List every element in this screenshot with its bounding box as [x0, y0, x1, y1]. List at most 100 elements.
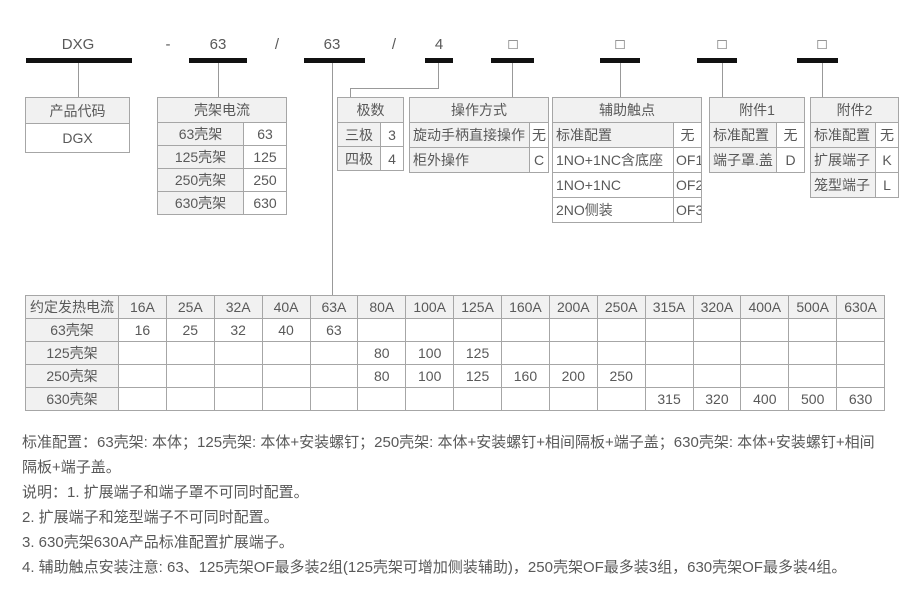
table-title: 壳架电流 — [157, 97, 287, 123]
table-cell — [692, 364, 742, 388]
connector-line — [822, 63, 823, 97]
table-cell: 320A — [692, 295, 742, 319]
operation-mode-table: 操作方式 旋动手柄直接操作无柜外操作 C — [409, 97, 549, 173]
code-placeholder-square-icon: □ — [508, 36, 518, 53]
table-cell: 16 — [118, 318, 167, 342]
note-line: 4. 辅助触点安装注意: 63、125壳架OF最多装2组(125壳架可增加侧装辅… — [22, 559, 847, 576]
table-cell: 笼型端子 — [810, 172, 876, 198]
table-row: 约定发热电流 16A 25A 32A 40A 63A 80A 100A 125A 160A 200A… — [25, 295, 885, 319]
table-cell: 630A — [836, 295, 885, 319]
underline-bar — [697, 58, 737, 63]
table-row: 63壳架 16 25 32 40 63 — [25, 318, 885, 342]
table-cell: 630壳架 — [25, 387, 119, 411]
table-cell — [165, 364, 215, 388]
code-placeholder-square-icon: □ — [717, 36, 727, 53]
table-cell — [548, 341, 598, 365]
table-cell — [548, 318, 598, 342]
code-segment-poles: 4 — [434, 36, 444, 53]
table-cell: 315A — [644, 295, 694, 319]
underline-bar — [26, 58, 132, 63]
table-cell: 200A — [548, 295, 598, 319]
table-cell: 125 — [453, 341, 502, 365]
table-cell — [261, 364, 311, 388]
table-cell: 旋动手柄直接操作 — [409, 122, 530, 148]
table-cell — [309, 364, 359, 388]
table-cell: 25 — [165, 318, 215, 342]
table-row: 标准配置无 — [810, 122, 900, 148]
note-line: 标准配置：63壳架: 本体；125壳架: 本体+安装螺钉；250壳架: 本体+安… — [22, 434, 875, 476]
table-cell — [501, 387, 550, 411]
table-cell — [501, 318, 550, 342]
table-cell: 16A — [118, 295, 167, 319]
connector-line — [332, 63, 333, 295]
table-cell: 32 — [213, 318, 263, 342]
table-row: 1NO+1NC OF2 — [552, 172, 702, 198]
notes: 标准配置：63壳架: 本体；125壳架: 本体+安装螺钉；250壳架: 本体+安… — [22, 430, 884, 580]
table-row: DGX — [25, 123, 130, 153]
note-line: 说明：1. 扩展端子和端子罩不可同时配置。 — [22, 484, 309, 501]
code-placeholder-square-icon: □ — [615, 36, 625, 53]
table-cell — [596, 387, 646, 411]
table-row: 630壳架 630 — [157, 191, 287, 215]
table-cell: 标准配置 — [552, 122, 674, 148]
aux-contact-table: 辅助触点 标准配置无 1NO+1NC含底座 OF1 1NO+1NC OF2 2NO侧装 OF… — [552, 97, 702, 223]
connector-line — [620, 63, 621, 97]
table-cell — [165, 341, 215, 365]
table-cell — [692, 318, 742, 342]
table-cell: 100A — [405, 295, 455, 319]
table-title: 操作方式 — [409, 97, 549, 123]
table-cell — [596, 318, 646, 342]
table-row: 标准配置无 — [552, 122, 702, 148]
table-cell — [836, 318, 885, 342]
table-cell — [692, 341, 742, 365]
table-cell: 250 — [243, 168, 287, 192]
table-row: 扩展端子 K — [810, 147, 900, 173]
table-cell: 2NO侧装 — [552, 197, 674, 223]
table-cell — [405, 387, 455, 411]
table-cell: 40 — [261, 318, 311, 342]
code-segment-frame: 63 — [209, 36, 227, 53]
table-cell: 无 — [529, 122, 549, 148]
table-row: 四极 4 — [337, 146, 404, 171]
frame-current-table: 壳架电流 63壳架 63 125壳架 125 250壳架 250 630壳架 630 — [157, 97, 287, 215]
table-cell: 125A — [453, 295, 502, 319]
table-title: 产品代码 — [25, 97, 130, 124]
table-cell: 500 — [788, 387, 838, 411]
table-cell — [213, 341, 263, 365]
table-row: 2NO侧装 OF3 — [552, 197, 702, 223]
table-cell: 250A — [596, 295, 646, 319]
table-cell: 125 — [243, 145, 287, 169]
connector-line — [512, 63, 513, 97]
table-title: 辅助触点 — [552, 97, 702, 123]
table-title: 极数 — [337, 97, 404, 123]
connector-line — [350, 88, 439, 89]
table-cell — [357, 318, 407, 342]
table-cell — [740, 341, 790, 365]
table-row: 125壳架 80 100 125 — [25, 341, 885, 365]
table-cell — [118, 341, 167, 365]
table-cell: 160A — [501, 295, 550, 319]
table-cell: 125壳架 — [157, 145, 244, 169]
table-row: 250壳架 80 100 125 160 200 250 — [25, 364, 885, 388]
code-placeholder-square-icon: □ — [817, 36, 827, 53]
table-cell — [740, 318, 790, 342]
table-cell: 约定发热电流 — [25, 295, 119, 319]
table-cell: 80 — [357, 364, 407, 388]
note-line: 2. 扩展端子和笼型端子不可同时配置。 — [22, 509, 279, 526]
table-cell: OF2 — [673, 172, 702, 198]
table-cell: 160 — [501, 364, 550, 388]
code-separator-dash: - — [165, 36, 171, 53]
table-cell: 80 — [357, 341, 407, 365]
table-cell — [836, 364, 885, 388]
table-cell: 63壳架 — [157, 122, 244, 146]
table-cell — [118, 364, 167, 388]
table-cell: 200 — [548, 364, 598, 388]
table-cell — [261, 387, 311, 411]
table-cell: 无 — [673, 122, 702, 148]
table-cell: 三极 — [337, 122, 381, 147]
table-cell — [836, 341, 885, 365]
table-cell: 250壳架 — [25, 364, 119, 388]
connector-line — [438, 63, 439, 89]
table-cell — [165, 387, 215, 411]
table-cell: 25A — [165, 295, 215, 319]
